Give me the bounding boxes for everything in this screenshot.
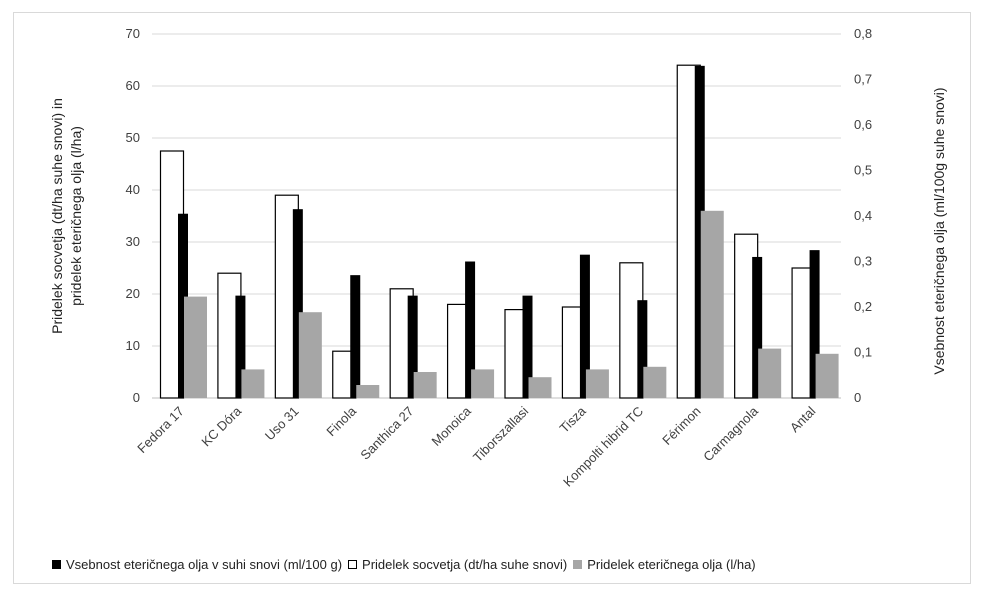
category-label: Tiborszallasi xyxy=(470,403,531,464)
bar-chart: 0 10 20 30 40 50 60 70 0 0,1 0,2 0,3 0,4 0,5 0,6 0,7 0,8… xyxy=(49,26,947,490)
bar-vsebnost-olja xyxy=(522,295,533,398)
right-tick-label: 0,6 xyxy=(854,117,872,132)
legend-swatch xyxy=(52,560,61,569)
right-tick-label: 0,8 xyxy=(854,26,872,41)
right-tick-label: 0 xyxy=(854,390,861,405)
left-tick-label: 70 xyxy=(126,26,140,41)
category-label: Monoica xyxy=(429,403,475,449)
bar-vsebnost-olja xyxy=(235,295,246,398)
right-axis-title: Vsebnost eteričnega olja (ml/100g suhe s… xyxy=(931,87,947,374)
legend-item: Vsebnost eteričnega olja v suhi snovi (m… xyxy=(52,557,342,572)
legend-swatch xyxy=(348,560,358,569)
bar-pridelek-olja xyxy=(184,296,207,398)
left-tick-label: 30 xyxy=(126,234,140,249)
bar-pridelek-olja xyxy=(298,312,322,398)
category-label: Tisza xyxy=(557,403,590,436)
bar-vsebnost-olja xyxy=(809,250,820,398)
bar-pridelek-olja xyxy=(700,210,724,398)
bar-pridelek-olja xyxy=(241,369,265,398)
left-tick-label: 50 xyxy=(126,130,140,145)
left-axis-title: Pridelek socvetja (dt/ha suhe snovi) in p… xyxy=(49,98,84,334)
category-label: KC Dóra xyxy=(198,403,244,449)
bar-pridelek-olja xyxy=(413,372,437,398)
legend-swatch xyxy=(573,560,583,569)
bar-vsebnost-olja xyxy=(579,254,590,398)
bar-pridelek-olja xyxy=(815,353,839,398)
bar-pridelek-olja xyxy=(585,369,609,398)
legend-label: Vsebnost eteričnega olja v suhi snovi (m… xyxy=(66,557,343,572)
bar-vsebnost-olja xyxy=(407,295,418,398)
category-label: Uso 31 xyxy=(262,404,302,444)
category-label: Fedora 17 xyxy=(134,404,187,457)
left-tick-label: 60 xyxy=(126,78,140,93)
left-tick-label: 20 xyxy=(126,286,140,301)
legend-label: Pridelek eteričnega olja (l/ha) xyxy=(587,557,756,572)
right-tick-label: 0,4 xyxy=(854,208,872,223)
legend: Vsebnost eteričnega olja v suhi snovi (m… xyxy=(52,557,984,572)
bar-vsebnost-olja xyxy=(350,275,361,398)
bar-vsebnost-olja xyxy=(694,65,705,398)
right-tick-label: 0,7 xyxy=(854,72,872,87)
left-axis-title-line: pridelek eteričnega olja (l/ha) xyxy=(68,126,84,306)
chart-frame: 0 10 20 30 40 50 60 70 0 0,1 0,2 0,3 0,4 0,5 0,6 0,7 0,8… xyxy=(13,12,971,584)
right-tick-label: 0,2 xyxy=(854,299,872,314)
bar-vsebnost-olja xyxy=(178,213,188,398)
category-label: Antal xyxy=(787,403,819,435)
category-label: Férimon xyxy=(659,404,703,448)
bar-pridelek-olja xyxy=(356,385,380,398)
legend-item: Pridelek eteričnega olja (l/ha) xyxy=(573,557,756,572)
bar-vsebnost-olja xyxy=(637,300,648,398)
bar-vsebnost-olja xyxy=(752,256,763,398)
left-tick-label: 0 xyxy=(133,390,140,405)
category-label: Santhica 27 xyxy=(357,404,416,463)
category-label: Carmagnola xyxy=(700,403,761,464)
right-tick-label: 0,3 xyxy=(854,254,872,269)
left-axis-title-line: Pridelek socvetja (dt/ha suhe snovi) in xyxy=(49,98,65,334)
left-tick-label: 40 xyxy=(126,182,140,197)
bar-pridelek-olja xyxy=(471,369,495,398)
bar-pridelek-olja xyxy=(528,377,552,398)
bar-vsebnost-olja xyxy=(292,209,303,398)
left-tick-label: 10 xyxy=(126,338,140,353)
bar-pridelek-olja xyxy=(643,366,667,398)
bar-vsebnost-olja xyxy=(465,261,476,398)
legend-item: Pridelek socvetja (dt/ha suhe snovi) xyxy=(348,557,567,572)
legend-label: Pridelek socvetja (dt/ha suhe snovi) xyxy=(362,557,568,572)
bar-pridelek-olja xyxy=(758,348,782,398)
category-label: Finola xyxy=(323,403,359,439)
right-tick-label: 0,1 xyxy=(854,345,872,360)
right-tick-label: 0,5 xyxy=(854,163,872,178)
